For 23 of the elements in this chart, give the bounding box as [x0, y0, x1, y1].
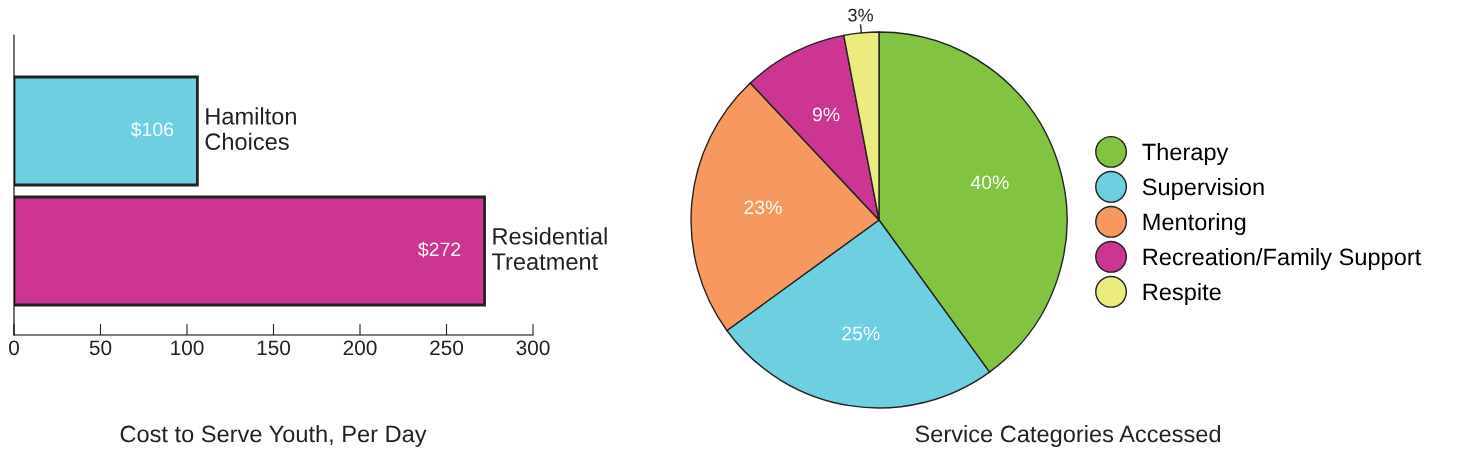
- text: Service Categories Accessed: [915, 424, 1221, 447]
- legend-label: Recreation/Family Support: [1143, 247, 1422, 270]
- x-tick-label: 150: [257, 340, 291, 356]
- data-label: 3%: [848, 8, 873, 22]
- legend-label: Mentoring: [1143, 212, 1246, 235]
- y-tick-label: Hamilton Choices: [205, 107, 296, 151]
- data-label: 23%: [744, 200, 782, 215]
- data-label: $106: [130, 121, 174, 138]
- x-tick-label: 50: [89, 340, 112, 356]
- legend-label: Respite: [1143, 282, 1221, 305]
- x-tick-label: 100: [171, 340, 204, 356]
- data-label: 9%: [812, 107, 840, 122]
- legend-label: Supervision: [1142, 178, 1264, 201]
- x-tick-label: 0: [9, 340, 19, 356]
- x-tick-label: 200: [343, 340, 377, 356]
- data-label: 40%: [970, 175, 1009, 190]
- x-tick-label: 300: [516, 340, 550, 356]
- data-label: 25%: [842, 326, 880, 341]
- legend-label: Therapy: [1142, 143, 1229, 166]
- data-label: $272: [418, 241, 461, 258]
- text: Cost to Serve Youth, Per Day: [120, 424, 427, 447]
- y-tick-label: Residential Treatment: [492, 227, 607, 271]
- x-tick-label: 250: [430, 340, 464, 356]
